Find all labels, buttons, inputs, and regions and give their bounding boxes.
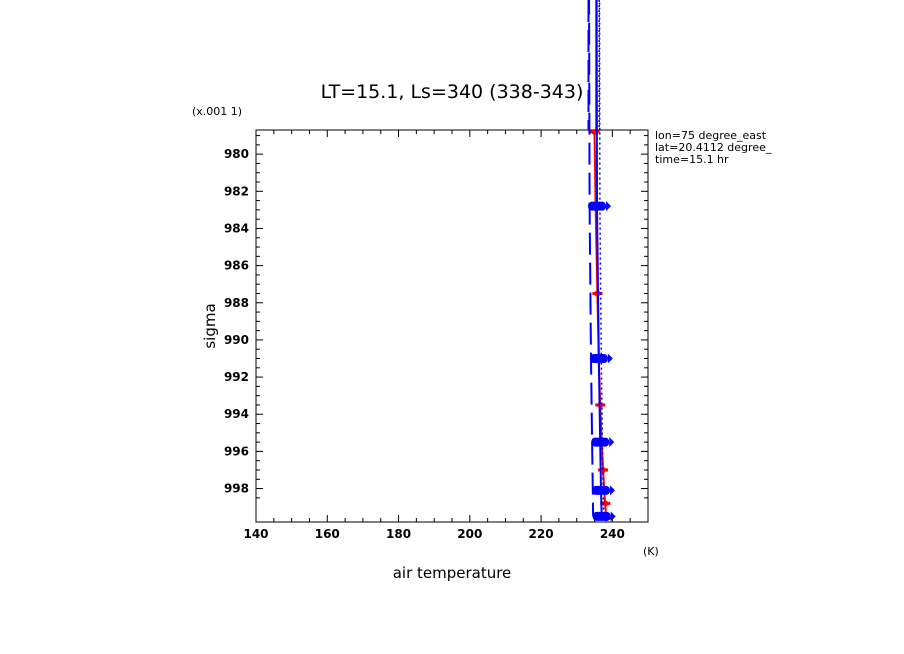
- series-line: [593, 131, 608, 519]
- x-tick-label: 240: [600, 527, 625, 541]
- x-tick-label: 140: [243, 527, 268, 541]
- info-line: lat=20.4112 degree_: [655, 141, 772, 154]
- y-tick-label: 994: [224, 407, 249, 421]
- y-tick-label: 990: [224, 333, 249, 347]
- x-tick-label: 200: [457, 527, 482, 541]
- y-tick-label: 982: [224, 184, 249, 198]
- series-group: [588, 0, 616, 522]
- y-tick-label: 992: [224, 370, 249, 384]
- y-axis: 980 982 984 986 988 990 992 994 996 998: [224, 135, 648, 499]
- data-point-tip: [609, 437, 615, 448]
- data-point: [591, 437, 610, 447]
- x-tick-label: 160: [315, 527, 340, 541]
- series-line: [588, 0, 595, 517]
- data-point: [588, 201, 607, 211]
- x-tick-label: 180: [386, 527, 411, 541]
- data-point-tip: [610, 511, 616, 522]
- data-point: [589, 354, 608, 364]
- info-line: time=15.1 hr: [655, 153, 729, 166]
- data-point: [591, 485, 610, 495]
- x-unit-label: (K): [643, 545, 659, 558]
- data-point-tip: [609, 485, 615, 496]
- y-tick-label: 986: [224, 259, 249, 273]
- data-point: [592, 511, 611, 521]
- data-point-tip: [606, 201, 612, 212]
- x-axis-title: air temperature: [393, 564, 512, 582]
- y-axis-title: sigma: [201, 303, 219, 348]
- y-tick-label: 996: [224, 444, 249, 458]
- info-line: lon=75 degree_east: [655, 129, 767, 142]
- data-point-dot: [602, 500, 609, 507]
- series-overflow: [587, 0, 600, 130]
- x-axis: 140 160 180 200 220 240: [243, 130, 649, 541]
- y-tick-label: 988: [224, 296, 249, 310]
- data-point-tip: [607, 353, 613, 364]
- x-tick-label: 220: [529, 527, 554, 541]
- y-tick-label: 980: [224, 147, 249, 161]
- chart-title: LT=15.1, Ls=340 (338-343): [321, 81, 584, 103]
- y-tick-label: 998: [224, 482, 249, 496]
- y-tick-label: 984: [224, 221, 249, 235]
- y-scale-label: (x.001 1): [192, 105, 242, 118]
